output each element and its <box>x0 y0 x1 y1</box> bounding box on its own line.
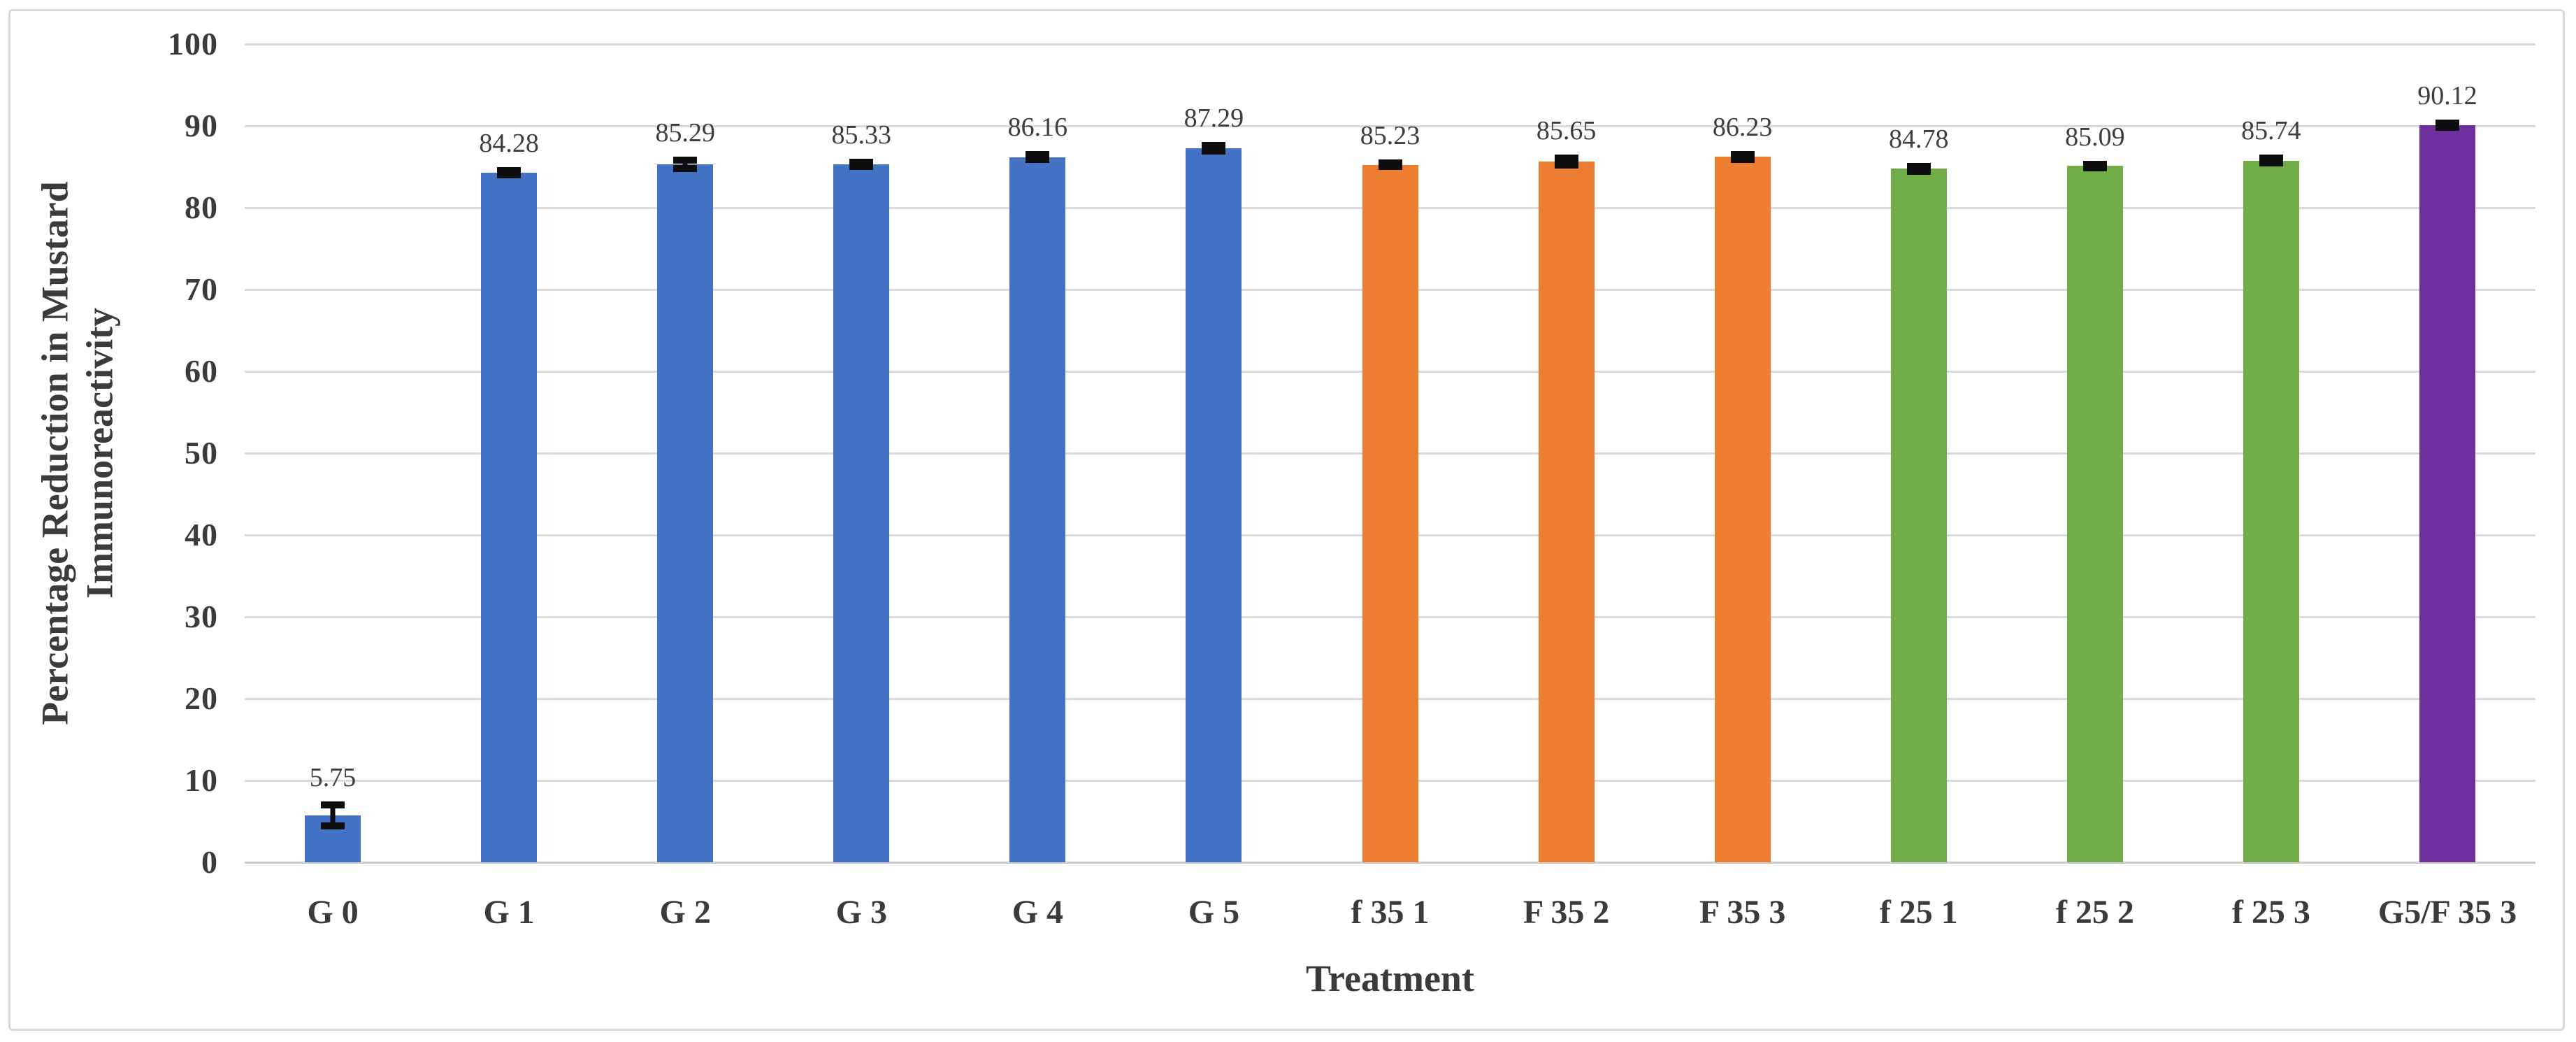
error-bar <box>1026 151 1050 164</box>
error-bar <box>849 158 874 170</box>
bar-value-label: 90.12 <box>2417 80 2477 110</box>
bar-slot: 85.09 f 25 2 <box>2007 44 2183 931</box>
error-bar <box>321 801 345 829</box>
error-bar-cap-bottom <box>1378 163 1402 171</box>
x-category-label: F 35 3 <box>1699 894 1786 931</box>
bar <box>1186 148 1242 862</box>
error-bar <box>1906 162 1931 175</box>
y-tick-label: 90 <box>185 108 218 143</box>
x-category-label: G 3 <box>835 894 887 931</box>
bar-slot: 85.33 G 3 <box>773 44 949 931</box>
bar-value-label: 84.28 <box>479 129 539 158</box>
error-bar-cap-bottom <box>497 171 521 178</box>
bar-value-label: 85.23 <box>1360 121 1420 151</box>
error-bar-cap-bottom <box>1730 155 1755 163</box>
error-bar-cap-bottom <box>2259 159 2283 167</box>
bar-slot: 85.23 f 35 1 <box>1302 44 1478 930</box>
y-tick-label: 30 <box>185 599 218 634</box>
x-category-label: f 25 3 <box>2231 894 2310 931</box>
bar <box>2066 166 2123 862</box>
bar-slot: 84.28 G 1 <box>421 44 597 931</box>
y-tick-label: 40 <box>185 517 218 552</box>
error-bar-cap-bottom <box>1026 156 1050 164</box>
x-category-label: G 0 <box>307 894 359 931</box>
bar <box>2419 124 2475 862</box>
bar-slot: 85.29 G 2 <box>597 44 773 930</box>
error-bar-cap-bottom <box>849 162 874 170</box>
bar-value-label: 84.78 <box>1888 124 1949 154</box>
bar <box>481 172 538 862</box>
error-bar <box>2435 119 2459 131</box>
error-bar <box>2259 155 2283 167</box>
bar <box>1890 169 1947 862</box>
x-category-label: f 25 1 <box>1879 894 1958 931</box>
error-bar-cap-bottom <box>1554 162 1578 169</box>
y-tick-label: 70 <box>185 271 218 307</box>
y-tick-label: 20 <box>185 680 218 716</box>
y-tick-label: 10 <box>185 762 218 798</box>
bar-value-label: 85.65 <box>1536 115 1597 145</box>
x-category-label: G 1 <box>483 894 535 931</box>
gridline <box>245 124 2535 127</box>
y-tick-label: 50 <box>185 435 218 471</box>
error-bar <box>2082 160 2107 172</box>
error-bar <box>497 167 521 178</box>
bar-value-label: 85.74 <box>2241 116 2301 146</box>
error-bar-line <box>682 159 688 169</box>
error-bar <box>673 157 698 172</box>
y-tick-label: 0 <box>201 844 218 880</box>
bar-slot: 5.75 G 0 <box>245 44 421 931</box>
error-bar <box>1730 150 1755 163</box>
bar <box>1362 164 1418 862</box>
bar <box>1714 157 1771 862</box>
x-category-label: G 2 <box>659 894 711 931</box>
bar <box>657 164 714 862</box>
y-tick-label: 100 <box>168 26 218 62</box>
bar-slot: 85.65 F 35 2 <box>1478 44 1655 931</box>
bar-slot: 86.16 G 4 <box>949 44 1125 930</box>
y-axis-tick-labels: 0 10 20 30 40 50 60 70 80 90 100 <box>0 28 218 878</box>
bar-value-label: 85.33 <box>831 120 892 150</box>
error-bar <box>1378 159 1402 171</box>
bar <box>833 164 890 862</box>
bar-value-label: 85.09 <box>2065 122 2125 152</box>
x-category-label: F 35 2 <box>1523 894 1610 931</box>
bar-value-label: 5.75 <box>309 762 357 792</box>
bar-slot: 90.12 G5/F 35 3 <box>2359 44 2535 931</box>
error-bar <box>1202 141 1226 155</box>
x-category-label: f 35 1 <box>1351 894 1430 931</box>
x-category-label: G 5 <box>1188 894 1240 931</box>
error-bar-cap-bottom <box>2082 164 2107 172</box>
error-bar-cap-bottom <box>1202 147 1226 155</box>
x-category-label: G 4 <box>1012 894 1064 931</box>
x-category-label: G5/F 35 3 <box>2377 894 2517 931</box>
y-tick-label: 60 <box>185 353 218 389</box>
bar-slot: 87.29 G 5 <box>1125 44 1302 931</box>
bar-slot: 86.23 F 35 3 <box>1655 44 1831 931</box>
y-tick-label: 80 <box>185 190 218 225</box>
x-category-label: f 25 2 <box>2055 894 2134 931</box>
bar-value-label: 85.29 <box>655 118 715 148</box>
gridline <box>245 43 2535 45</box>
bar-slot: 84.78 f 25 1 <box>1831 44 2007 931</box>
gridline <box>245 861 2535 864</box>
error-bar <box>1554 154 1578 169</box>
error-bar-line <box>330 804 336 827</box>
error-bar-cap-bottom <box>673 164 698 172</box>
bar <box>1538 161 1595 862</box>
bar-value-label: 86.23 <box>1712 112 1773 142</box>
error-bar-line <box>1564 157 1569 166</box>
bar-value-label: 86.16 <box>1007 113 1068 143</box>
error-bar-cap-bottom <box>1906 167 1931 175</box>
error-bar-cap-bottom <box>2435 123 2459 131</box>
bar-slot: 85.74 f 25 3 <box>2183 44 2359 930</box>
x-axis-title: Treatment <box>1306 957 1474 999</box>
bar <box>1009 157 1066 862</box>
bar-value-label: 87.29 <box>1183 103 1244 133</box>
bar <box>2243 160 2299 862</box>
error-bar-cap-bottom <box>321 822 345 829</box>
